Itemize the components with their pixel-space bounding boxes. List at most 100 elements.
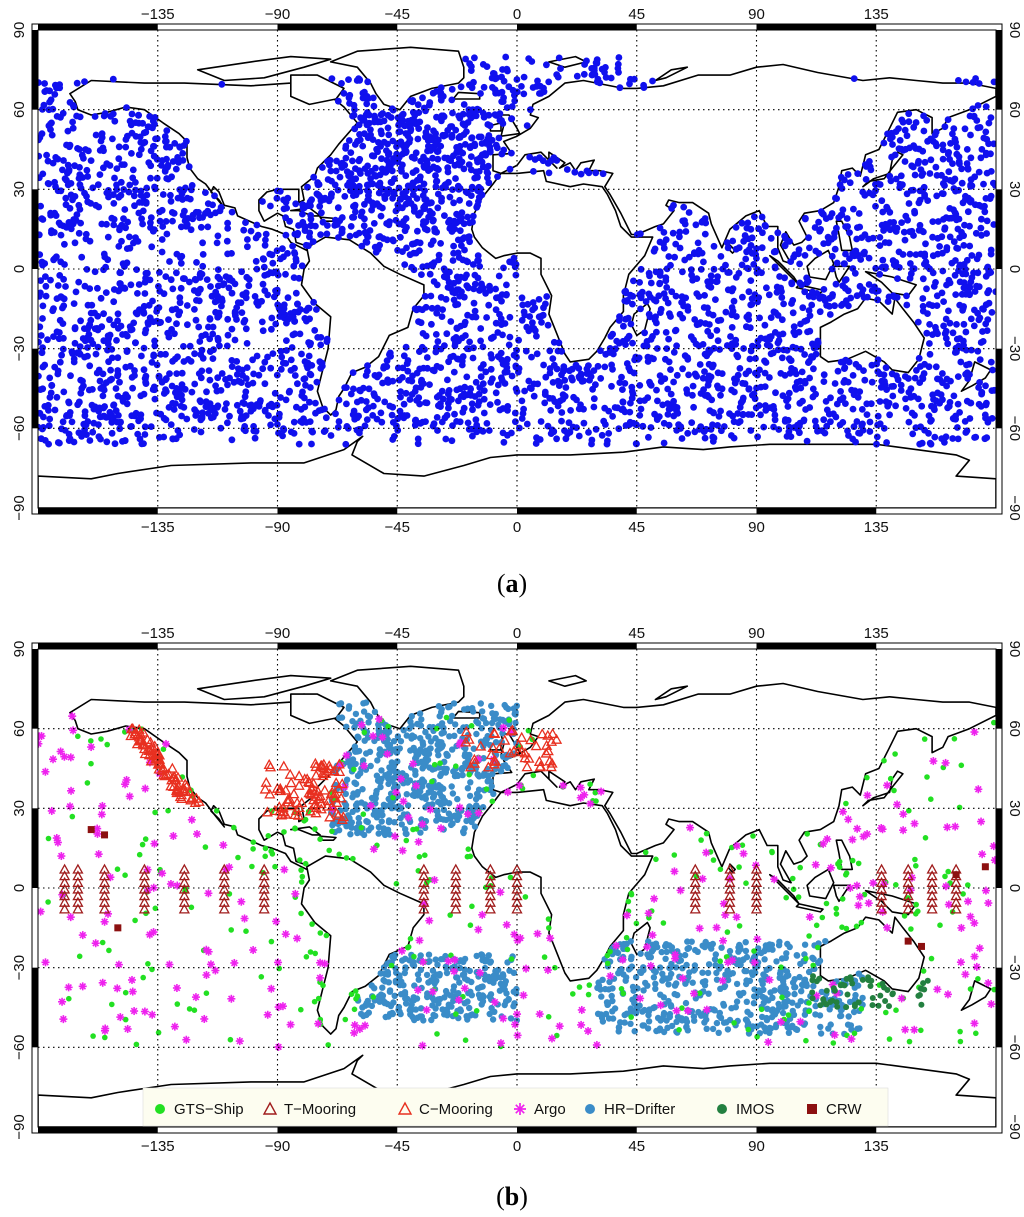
obs-point	[645, 290, 653, 298]
obs-point	[158, 248, 166, 256]
obs-point	[641, 329, 648, 337]
obs-point	[637, 950, 644, 957]
obs-point	[941, 226, 948, 233]
obs-point	[169, 217, 176, 225]
obs-point	[89, 340, 97, 348]
obs-point	[594, 75, 602, 83]
obs-point	[197, 428, 205, 436]
obs-point	[169, 399, 177, 407]
obs-point	[761, 321, 769, 329]
obs-point	[939, 370, 946, 377]
obs-point	[844, 171, 852, 178]
obs-point	[801, 977, 808, 985]
obs-point	[546, 347, 554, 355]
obs-point	[973, 282, 980, 290]
obs-point	[672, 292, 680, 300]
obs-point	[753, 245, 760, 253]
obs-point	[605, 430, 613, 437]
obs-point	[410, 203, 418, 211]
land-polygon	[654, 685, 689, 701]
obs-point	[86, 285, 94, 292]
obs-point	[390, 433, 398, 440]
obs-point	[445, 800, 453, 807]
obs-point	[102, 289, 110, 296]
obs-point	[853, 292, 861, 300]
obs-point	[615, 54, 623, 61]
obs-point	[168, 173, 176, 181]
obs-point	[906, 274, 914, 282]
obs-point	[387, 114, 395, 121]
obs-point	[410, 266, 418, 274]
land-polygon	[654, 66, 689, 82]
obs-point	[445, 404, 452, 412]
obs-point	[435, 166, 442, 174]
obs-point	[884, 130, 891, 138]
obs-point	[846, 179, 854, 187]
obs-point	[946, 155, 953, 163]
obs-point	[469, 212, 477, 220]
obs-point	[512, 719, 519, 727]
obs-point	[927, 156, 935, 164]
obs-point	[664, 1024, 671, 1032]
obs-point	[453, 219, 460, 227]
obs-point	[452, 175, 459, 182]
obs-point	[906, 250, 914, 258]
obs-point	[640, 987, 647, 994]
obs-point	[265, 412, 272, 419]
obs-point	[492, 89, 499, 97]
obs-point	[859, 188, 867, 196]
obs-point	[468, 134, 475, 142]
obs-point	[400, 352, 408, 360]
obs-point	[643, 342, 651, 350]
obs-point	[892, 402, 899, 410]
obs-point	[137, 145, 145, 153]
obs-point	[841, 365, 848, 372]
obs-point	[277, 347, 285, 355]
obs-point	[166, 258, 173, 265]
obs-point	[770, 423, 777, 431]
obs-point	[733, 313, 740, 320]
obs-point	[153, 361, 161, 369]
obs-point	[609, 413, 616, 420]
obs-point	[305, 242, 312, 250]
obs-point	[707, 332, 715, 340]
obs-point	[526, 153, 534, 161]
obs-point	[254, 231, 262, 239]
obs-point	[406, 777, 414, 784]
obs-point	[377, 111, 385, 119]
obs-point	[839, 419, 847, 426]
obs-point	[865, 281, 873, 288]
obs-point	[742, 947, 750, 955]
obs-point	[782, 416, 789, 423]
obs-point	[636, 412, 644, 419]
obs-point	[637, 305, 644, 313]
obs-point	[790, 328, 798, 336]
obs-point	[777, 987, 785, 994]
obs-point	[149, 386, 157, 393]
obs-point	[842, 356, 850, 364]
obs-point	[454, 974, 461, 981]
obs-point	[394, 415, 402, 423]
obs-point	[982, 195, 990, 202]
obs-point	[171, 330, 178, 338]
obs-point	[815, 218, 822, 226]
obs-point	[828, 293, 836, 300]
land-polygon	[795, 903, 824, 913]
obs-point	[962, 78, 970, 86]
frame-segment	[277, 508, 398, 514]
obs-point	[483, 314, 490, 321]
obs-point	[844, 1021, 852, 1028]
obs-point	[357, 114, 364, 122]
obs-point	[67, 372, 74, 380]
obs-point	[678, 435, 686, 442]
obs-point	[461, 975, 469, 982]
obs-point	[699, 217, 707, 225]
obs-point	[340, 90, 348, 97]
obs-point	[879, 256, 887, 264]
obs-point	[46, 98, 53, 106]
obs-point	[397, 388, 404, 395]
obs-point	[210, 346, 217, 354]
obs-point	[459, 120, 467, 128]
obs-point	[240, 226, 248, 234]
obs-point	[214, 374, 222, 382]
